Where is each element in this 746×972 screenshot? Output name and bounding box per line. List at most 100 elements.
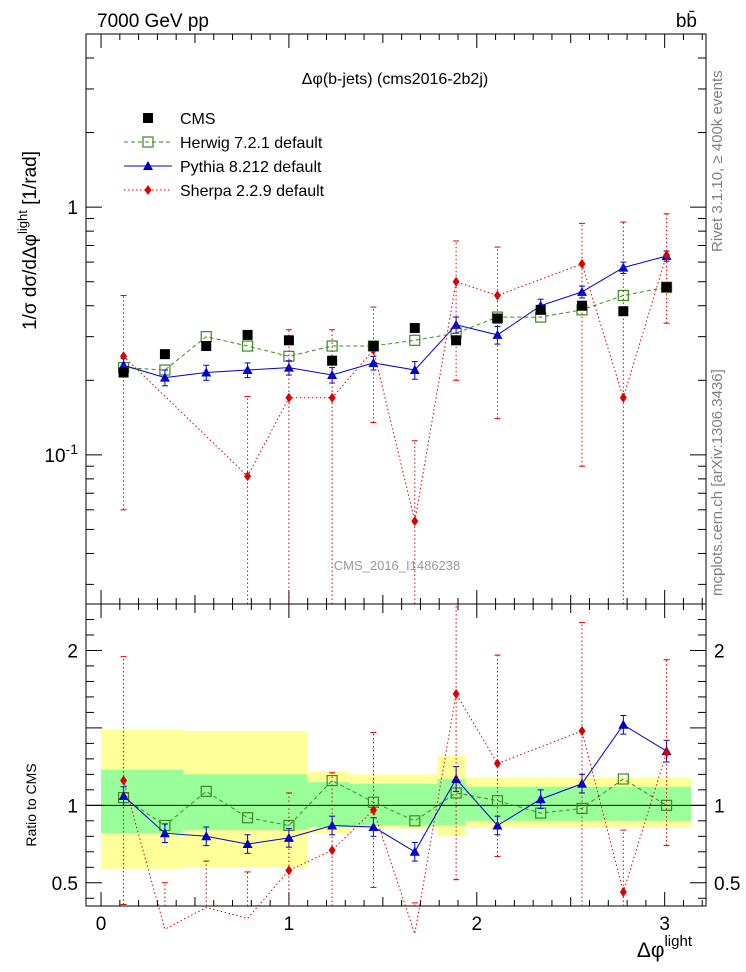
main-point (368, 341, 379, 352)
ratio-point (578, 725, 586, 736)
main-point (283, 335, 294, 346)
ratio-uncertainty-bands (101, 729, 691, 869)
main-series-herwig (117, 281, 673, 376)
ratio-y-tick-label-right: 1 (714, 796, 725, 817)
x-tick-label: 3 (659, 914, 670, 935)
main-y-label-base: 1/σ dσ/dΔφ (20, 234, 41, 330)
y-tick-label-exp: -1 (66, 441, 79, 457)
ratio-point (285, 865, 293, 876)
ratio-point (200, 785, 212, 797)
main-point (577, 286, 587, 296)
main-point (244, 471, 252, 482)
main-point (492, 313, 503, 324)
ratio-y-tick-label-right: 2 (714, 641, 725, 662)
plot-title: Δφ(b-jets) (cms2016-2b2j) (302, 71, 488, 88)
main-point (578, 258, 586, 269)
ratio-point (159, 828, 170, 838)
ratio-band-inner (101, 769, 184, 834)
y-tick-label-0.1: 10-1 (44, 441, 78, 467)
ratio-point (242, 839, 253, 849)
ratio-plot-frame (85, 603, 707, 907)
main-point (535, 304, 546, 315)
main-point (159, 349, 170, 360)
legend-label: Pythia 8.212 default (180, 159, 322, 176)
ratio-point (201, 831, 212, 841)
main-point (201, 367, 212, 377)
main-line-herwig (123, 286, 667, 371)
legend-label: Herwig 7.2.1 default (180, 135, 323, 152)
ratio-point (663, 747, 671, 758)
rivet-version-label: Rivet 3.1.10, ≥ 400k events (709, 70, 726, 252)
main-line-pythia (123, 255, 667, 379)
ratio-y-tick-label: 0.5 (52, 874, 78, 895)
ratio-data-series (117, 604, 673, 935)
main-point (201, 341, 212, 352)
main-point (617, 289, 629, 302)
ratio-point (241, 812, 254, 824)
ratio-point (492, 820, 503, 830)
ratio-point (369, 804, 377, 815)
legend-entry: Pythia 8.212 default (124, 159, 322, 176)
ratio-point (535, 794, 546, 804)
main-point (285, 392, 293, 403)
main-point (327, 355, 338, 366)
ratio-point (493, 758, 501, 769)
x-label-sup: light (664, 933, 692, 950)
legend-label: Sherpa 2.2.9 default (180, 183, 325, 200)
main-series-cms (118, 282, 672, 378)
main-point (661, 282, 672, 293)
ratio-axis-ticks: 0 1 2 3 0.5 0.5 1 1 2 2 (52, 604, 740, 935)
main-panel: Δφ(b-jets) (cms2016-2b2j) CMS_2016_I1486… (44, 33, 707, 605)
ratio-series-sherpa (120, 604, 671, 935)
ratio-band-inner (349, 783, 438, 826)
main-point (451, 335, 462, 346)
x-tick-label: 2 (471, 914, 482, 935)
ratio-series-herwig (117, 773, 673, 832)
x-label-base: Δφ (637, 939, 665, 962)
ratio-point (328, 845, 336, 856)
main-point (619, 392, 627, 403)
ratio-y-tick-label: 2 (67, 641, 78, 662)
main-y-axis-label: 1/σ dσ/dΔφlight [1/rad] (15, 151, 41, 330)
main-point (120, 351, 128, 362)
main-plot-frame (85, 33, 707, 605)
main-point (241, 340, 254, 352)
main-point (663, 250, 671, 261)
x-axis-label: Δφlight (637, 933, 693, 962)
main-point (118, 367, 129, 378)
main-point (618, 306, 629, 317)
ratio-point (619, 887, 627, 898)
main-point (451, 319, 462, 329)
energy-label: 7000 GeV pp (97, 11, 209, 32)
main-point (159, 372, 170, 382)
legend-label: CMS (180, 111, 216, 128)
ratio-line (123, 778, 667, 827)
ratio-y-tick-label-right: 0.5 (714, 874, 740, 895)
mcplots-label: mcplots.cern.ch [arXiv:1306.3436] (709, 369, 726, 596)
ratio-point (618, 719, 629, 729)
ratio-y-axis-label: Ratio to CMS (23, 763, 39, 846)
y-tick-label-base: 10 (44, 446, 65, 467)
legend: CMS Herwig 7.2.1 default Pythia 8.212 defa… (124, 111, 325, 200)
ratio-band-inner (307, 782, 350, 828)
main-point (409, 365, 420, 375)
analysis-watermark: CMS_2016_I1486238 (334, 558, 461, 573)
legend-marker (142, 136, 154, 148)
x-tick-label: 1 (284, 914, 295, 935)
process-label: bb̄ (676, 11, 697, 32)
legend-entry: CMS (143, 111, 216, 128)
main-point (409, 334, 421, 346)
main-y-label-sup: light (15, 210, 30, 234)
main-point (411, 516, 419, 527)
ratio-point (577, 778, 587, 788)
legend-marker (143, 161, 153, 170)
ratio-point (409, 815, 421, 827)
main-series-pythia (118, 250, 672, 387)
main-point (493, 290, 501, 301)
ratio-point (120, 775, 128, 786)
legend-entry: Sherpa 2.2.9 default (124, 183, 325, 200)
ratio-panel: 0 1 2 3 0.5 0.5 1 1 2 2 (52, 603, 740, 935)
main-point (328, 392, 336, 403)
ratio-line (123, 724, 667, 853)
ratio-point (409, 846, 420, 856)
